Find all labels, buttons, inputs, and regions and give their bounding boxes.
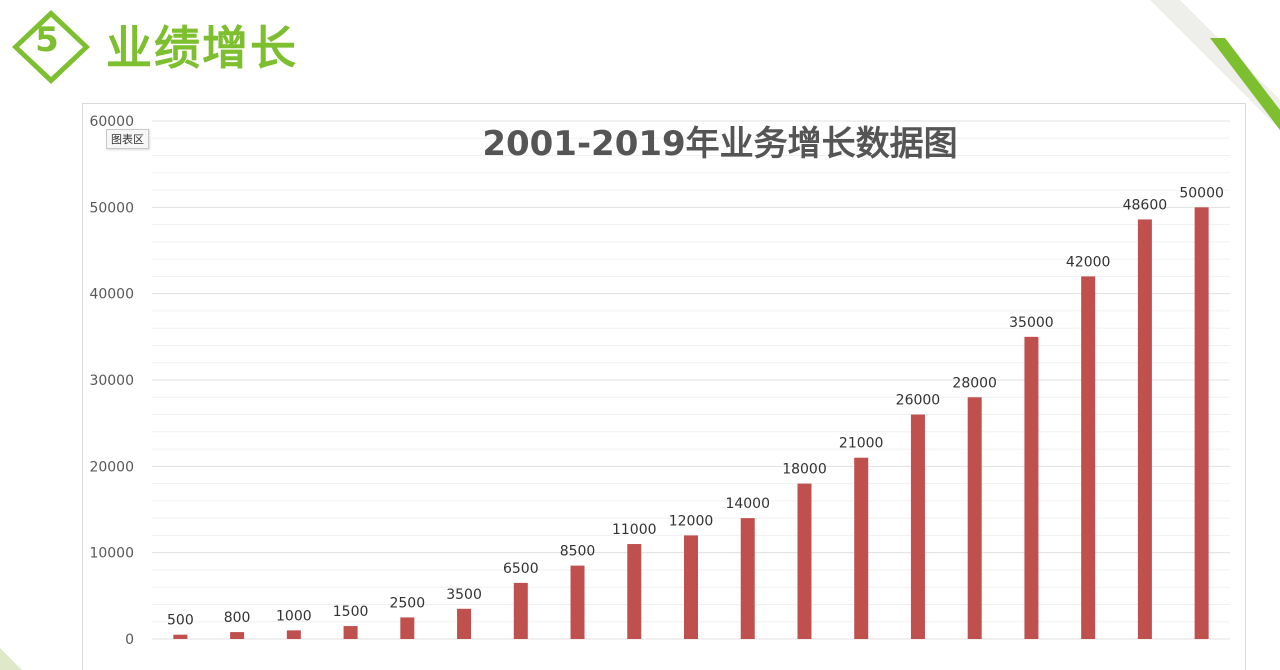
chart-frame[interactable] xyxy=(82,103,1246,670)
data-label: 35000 xyxy=(1009,315,1054,331)
y-tick-label: 10000 xyxy=(89,546,134,562)
data-label: 800 xyxy=(224,610,251,626)
data-label: 8500 xyxy=(560,544,596,560)
bars xyxy=(173,207,1209,640)
chart-title: 2001-2019年业务增长数据图 xyxy=(482,124,958,164)
data-label: 42000 xyxy=(1066,254,1111,270)
bar-2011[interactable] xyxy=(740,518,755,639)
y-axis-ticks: 0 10000 20000 30000 40000 50000 60000 xyxy=(89,114,134,648)
data-label: 26000 xyxy=(896,393,941,409)
bar-2007[interactable] xyxy=(513,582,528,639)
data-label: 11000 xyxy=(612,522,657,538)
bar-2014[interactable] xyxy=(910,414,925,639)
section-badge-icon xyxy=(12,10,90,84)
data-label: 12000 xyxy=(669,513,714,529)
data-label: 2500 xyxy=(389,595,425,611)
bar-2005[interactable] xyxy=(400,617,415,639)
data-labels: 500 800 1000 1500 2500 3500 6500 8500 11000 12000… xyxy=(167,185,1224,628)
bar-2018[interactable] xyxy=(1137,219,1152,640)
bar-2009[interactable] xyxy=(627,544,642,639)
data-label: 48600 xyxy=(1123,197,1168,213)
bar-2008[interactable] xyxy=(570,565,585,639)
data-label: 1000 xyxy=(276,608,312,624)
bar-2017[interactable] xyxy=(1081,276,1096,639)
bar-2013[interactable] xyxy=(854,457,869,639)
data-label: 1500 xyxy=(333,604,369,620)
corner-stripes-decoration xyxy=(1150,0,1280,130)
bar-2004[interactable] xyxy=(343,626,358,639)
data-label: 3500 xyxy=(446,587,482,603)
bar-2019[interactable] xyxy=(1194,207,1209,640)
data-label: 50000 xyxy=(1179,185,1224,201)
data-label: 28000 xyxy=(952,375,997,391)
section-number: 5 xyxy=(35,20,59,60)
y-tick-label: 40000 xyxy=(89,287,134,303)
y-tick-label: 0 xyxy=(125,632,134,648)
bar-2003[interactable] xyxy=(286,630,301,639)
bar-2001[interactable] xyxy=(173,634,188,639)
bar-2012[interactable] xyxy=(797,483,812,639)
bar-2015[interactable] xyxy=(967,397,982,639)
bar-2010[interactable] xyxy=(684,535,698,639)
chart-area-tooltip: 图表区 xyxy=(106,129,149,149)
data-label: 18000 xyxy=(782,462,827,478)
bar-2016[interactable] xyxy=(1024,336,1039,639)
data-label: 6500 xyxy=(503,561,539,577)
section-title: 业绩增长 xyxy=(106,21,298,75)
data-label: 14000 xyxy=(725,496,770,512)
data-label: 21000 xyxy=(839,436,884,452)
y-tick-label: 30000 xyxy=(89,373,134,389)
y-tick-label: 20000 xyxy=(89,459,134,475)
bar-2006[interactable] xyxy=(457,608,472,639)
y-tick-label: 50000 xyxy=(89,200,134,216)
corner-triangle-decoration xyxy=(0,648,22,670)
y-tick-label: 60000 xyxy=(89,114,134,130)
bar-2002[interactable] xyxy=(230,632,245,639)
data-label: 500 xyxy=(167,613,194,629)
